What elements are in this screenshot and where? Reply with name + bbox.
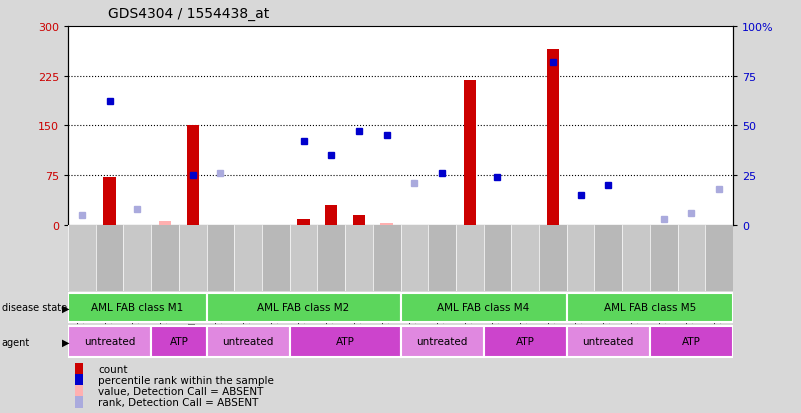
- Bar: [290, 225, 317, 291]
- Text: ATP: ATP: [336, 336, 355, 346]
- Text: ATP: ATP: [682, 336, 701, 346]
- Bar: [678, 225, 705, 291]
- Bar: [464, 81, 476, 225]
- Bar: [567, 326, 650, 358]
- Text: untreated: untreated: [417, 336, 468, 346]
- Bar: [567, 225, 594, 291]
- Text: AML FAB class M1: AML FAB class M1: [91, 302, 183, 312]
- Bar: [103, 178, 116, 225]
- Bar: [539, 225, 567, 291]
- Text: agent: agent: [2, 337, 30, 347]
- Bar: [372, 225, 400, 291]
- Bar: [297, 220, 310, 225]
- Text: untreated: untreated: [582, 336, 634, 346]
- Bar: [429, 225, 456, 291]
- Text: AML FAB class M4: AML FAB class M4: [437, 302, 529, 312]
- Bar: [151, 225, 179, 291]
- Bar: [380, 223, 392, 225]
- Bar: [484, 326, 567, 358]
- Bar: [650, 326, 733, 358]
- Bar: [151, 326, 207, 358]
- Bar: [400, 225, 429, 291]
- Bar: [74, 396, 83, 408]
- Bar: [484, 225, 511, 291]
- Text: ▶: ▶: [62, 303, 69, 313]
- Bar: [511, 225, 539, 291]
- Bar: [345, 225, 372, 291]
- Bar: [68, 225, 96, 291]
- Bar: [68, 326, 151, 358]
- Bar: [622, 225, 650, 291]
- Bar: [235, 225, 262, 291]
- Bar: [207, 225, 235, 291]
- Text: AML FAB class M2: AML FAB class M2: [257, 302, 350, 312]
- Bar: [68, 293, 207, 323]
- Bar: [290, 326, 400, 358]
- Text: GDS4304 / 1554438_at: GDS4304 / 1554438_at: [108, 7, 269, 21]
- Text: ATP: ATP: [516, 336, 534, 346]
- Bar: [705, 225, 733, 291]
- Bar: [456, 225, 484, 291]
- Bar: [325, 205, 337, 225]
- Bar: [207, 293, 400, 323]
- Bar: [400, 293, 567, 323]
- Bar: [96, 225, 123, 291]
- Bar: [567, 293, 733, 323]
- Bar: [159, 222, 171, 225]
- Text: ▶: ▶: [62, 337, 69, 347]
- Text: disease state: disease state: [2, 303, 66, 313]
- Text: ATP: ATP: [170, 336, 188, 346]
- Text: count: count: [98, 364, 127, 374]
- Text: untreated: untreated: [84, 336, 135, 346]
- Bar: [594, 225, 622, 291]
- Bar: [74, 385, 83, 397]
- Bar: [546, 50, 559, 225]
- Bar: [317, 225, 345, 291]
- Bar: [74, 363, 83, 375]
- Bar: [400, 326, 484, 358]
- Bar: [650, 225, 678, 291]
- Text: AML FAB class M5: AML FAB class M5: [604, 302, 696, 312]
- Bar: [352, 215, 365, 225]
- Text: untreated: untreated: [223, 336, 274, 346]
- Bar: [123, 225, 151, 291]
- Bar: [207, 326, 290, 358]
- Bar: [74, 374, 83, 386]
- Text: percentile rank within the sample: percentile rank within the sample: [98, 375, 274, 385]
- Text: value, Detection Call = ABSENT: value, Detection Call = ABSENT: [98, 386, 264, 396]
- Bar: [262, 225, 290, 291]
- Bar: [179, 225, 207, 291]
- Text: rank, Detection Call = ABSENT: rank, Detection Call = ABSENT: [98, 397, 259, 407]
- Bar: [187, 126, 199, 225]
